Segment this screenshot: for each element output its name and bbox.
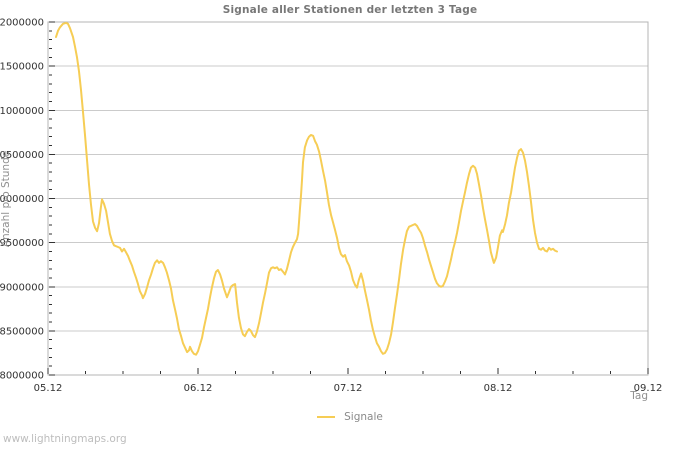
x-tick-label: 08.12	[484, 383, 513, 394]
legend-label: Signale	[344, 411, 383, 423]
x-tick-label: 06.12	[184, 383, 213, 394]
y-tick-label: 10000000	[0, 194, 44, 205]
x-tick-label: 07.12	[334, 383, 363, 394]
legend-line-swatch	[317, 416, 336, 418]
y-tick-label: 9500000	[0, 238, 44, 249]
y-tick-label: 11500000	[0, 62, 44, 73]
chart-title: Signale aller Stationen der letzten 3 Ta…	[222, 4, 478, 16]
x-tick-label: 05.12	[34, 383, 63, 394]
watermark: www.lightningmaps.org	[3, 433, 127, 445]
y-tick-label: 11000000	[0, 106, 44, 117]
y-tick-label: 9000000	[0, 282, 44, 293]
y-tick-label: 12000000	[0, 18, 44, 29]
legend: Signale	[0, 411, 700, 423]
x-axis-title: Tag	[630, 390, 648, 402]
signale-line	[55, 21, 558, 356]
plot-border	[47, 21, 649, 376]
y-tick-label: 10500000	[0, 150, 44, 161]
y-tick-label: 8000000	[0, 371, 44, 382]
y-axis-title: Anzahl pro Stunde	[0, 150, 12, 248]
y-tick-label: 8500000	[0, 326, 44, 337]
x-tick-label: 09.12	[634, 383, 663, 394]
